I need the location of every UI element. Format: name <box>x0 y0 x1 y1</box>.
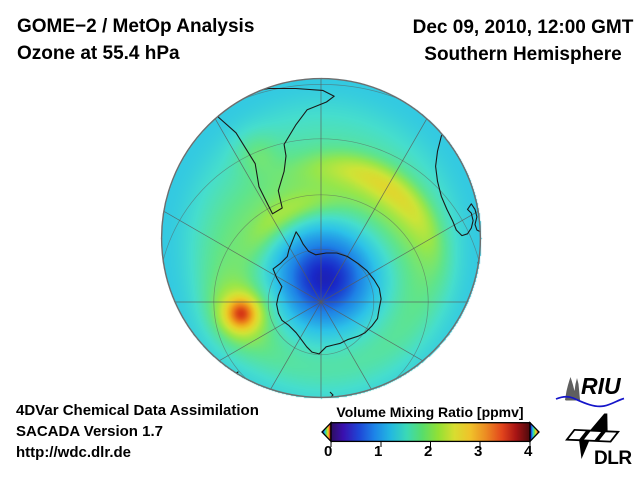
svg-text:RIU: RIU <box>581 373 622 399</box>
svg-text:DLR: DLR <box>594 448 632 469</box>
